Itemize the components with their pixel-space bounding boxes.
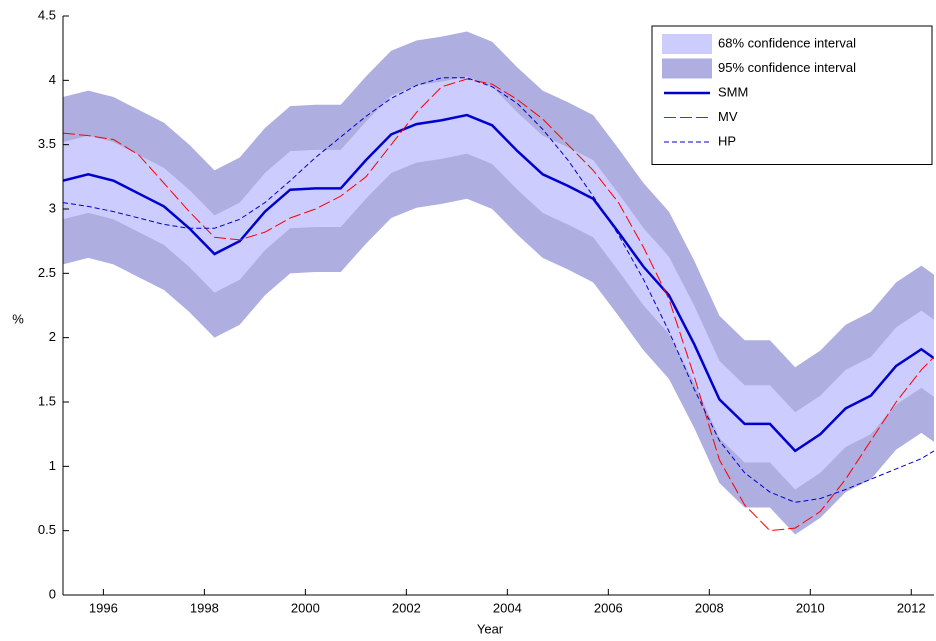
y-tick-label: 1 (49, 458, 56, 473)
x-tick-label: 2004 (493, 600, 522, 615)
x-tick-label: 2010 (796, 600, 825, 615)
y-tick-label: 2 (49, 329, 56, 344)
y-tick-label: 0 (49, 586, 56, 601)
plot-area (63, 31, 934, 535)
legend-label: HP (718, 133, 736, 148)
y-tick-label: 4.5 (38, 7, 56, 22)
y-tick-label: 4 (49, 72, 56, 87)
series-line (63, 113, 934, 453)
x-tick-label: 2002 (392, 600, 421, 615)
y-tick-label: 3 (49, 200, 56, 215)
confidence-band (63, 76, 934, 490)
y-tick-label: 0.5 (38, 522, 56, 537)
x-tick-label: 2008 (695, 600, 724, 615)
y-axis-label: % (12, 311, 24, 326)
x-tick-label: 2012 (897, 600, 926, 615)
legend-label: SMM (718, 84, 748, 99)
y-tick-label: 3.5 (38, 136, 56, 151)
x-tick-label: 2000 (291, 600, 320, 615)
y-tick-label: 1.5 (38, 393, 56, 408)
series-line (63, 78, 934, 532)
x-tick-label: 1996 (89, 600, 118, 615)
legend-label: 95% confidence interval (718, 60, 856, 75)
legend-swatch (662, 58, 712, 79)
axes: 0 0.5 1 1.5 2 2.5 3 3.5 4 4.5 1996 1998 2000 2002 2004… (38, 7, 934, 615)
x-tick-label: 2006 (594, 600, 623, 615)
legend-label: 68% confidence interval (718, 35, 856, 50)
legend-swatch (662, 34, 712, 54)
series-line (63, 77, 934, 503)
y-tick-label: 2.5 (38, 265, 56, 280)
legend-label: MV (718, 109, 738, 124)
legend: 68% confidence interval 95% confidence in… (651, 25, 933, 165)
x-axis-label: Year (477, 621, 504, 636)
x-tick-label: 1998 (190, 600, 219, 615)
